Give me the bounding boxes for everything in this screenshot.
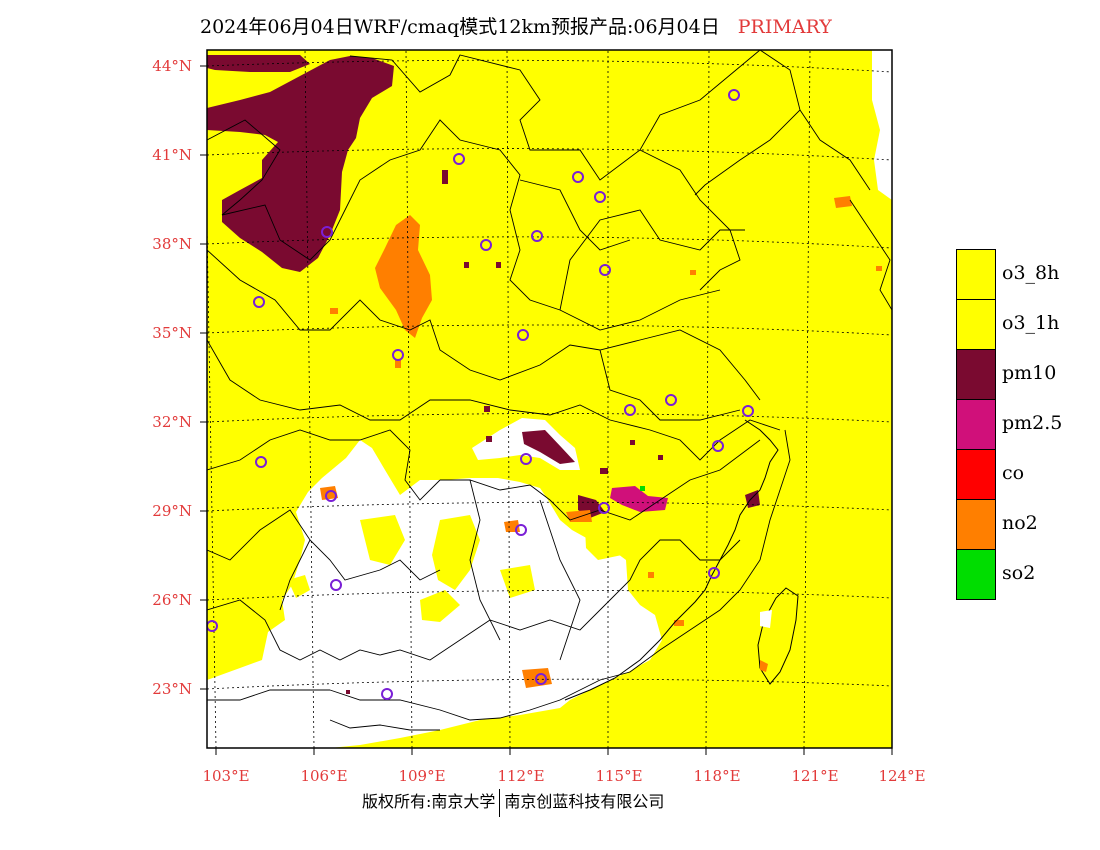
o3-island-5 (500, 565, 535, 598)
o3-island-6 (288, 575, 310, 598)
taiwan-white (760, 610, 772, 628)
lat-label-38: 38°N (152, 235, 192, 253)
lat-label-29: 29°N (152, 502, 192, 520)
pm10-area-north (207, 56, 394, 272)
lat-label-23: 23°N (152, 680, 192, 698)
o3-island-2 (360, 515, 405, 565)
lon-label-118: 118°E (693, 767, 740, 785)
taiwan-pm (760, 660, 768, 672)
pm10-area-north-2 (207, 55, 310, 72)
axis-ticks (200, 65, 893, 755)
scattered-pixels (330, 170, 882, 694)
coastline-east (564, 419, 779, 701)
copyright-left: 版权所有:南京大学 (362, 792, 496, 811)
legend-label: o3_1h (1002, 312, 1060, 334)
lon-label-121: 121°E (791, 767, 838, 785)
legend-item-pm10: pm10 (956, 349, 1086, 400)
legend-label: pm10 (1002, 362, 1057, 384)
o3-island-4 (420, 590, 460, 622)
legend-swatch (956, 299, 996, 350)
legend-label: no2 (1002, 512, 1038, 534)
legend-item-no2: no2 (956, 499, 1086, 550)
map-frame (206, 49, 893, 749)
title-main: 2024年06月04日WRF/cmaq模式12km预报产品:06月04日 (200, 16, 720, 38)
boundaries (207, 50, 892, 731)
legend-item-o3-8h: o3_8h (956, 249, 1086, 300)
pm10-area-fujian (745, 490, 760, 508)
legend-item-co: co (956, 449, 1086, 500)
o3-island-3 (585, 528, 622, 560)
lat-label-35: 35°N (152, 324, 192, 342)
copyright: 版权所有:南京大学 南京创蓝科技有限公司 (362, 788, 664, 818)
legend-label: o3_8h (1002, 262, 1060, 284)
lon-label-109: 109°E (398, 767, 445, 785)
legend-swatch (956, 249, 996, 300)
map-title: 2024年06月04日WRF/cmaq模式12km预报产品:06月04日 PRIM… (200, 12, 980, 40)
legend-item-so2: so2 (956, 549, 1086, 600)
no2-area-2 (320, 486, 338, 500)
longitude-gridlines (207, 50, 811, 748)
clean-area-east-coast (872, 50, 892, 200)
legend-label: co (1002, 462, 1025, 484)
no2-area-6 (834, 196, 852, 208)
latitude-gridlines (207, 59, 892, 690)
lon-label-106: 106°E (300, 767, 347, 785)
copyright-separator (499, 788, 501, 817)
lat-label-32: 32°N (152, 413, 192, 431)
title-tag: PRIMARY (737, 16, 832, 38)
lon-label-112: 112°E (497, 767, 544, 785)
lat-label-41: 41°N (152, 146, 192, 164)
pm25-area (610, 486, 668, 512)
legend: o3_8h o3_1h pm10 pm2.5 co no2 so2 (956, 249, 1086, 601)
legend-label: pm2.5 (1002, 412, 1063, 434)
lon-label-124: 124°E (878, 767, 925, 785)
lat-label-26: 26°N (152, 591, 192, 609)
legend-swatch (956, 349, 996, 400)
legend-swatch (956, 549, 996, 600)
lat-label-44: 44°N (152, 57, 192, 75)
no2-area-shanxi (375, 215, 432, 338)
legend-item-pm25: pm2.5 (956, 399, 1086, 450)
legend-swatch (956, 399, 996, 450)
copyright-right: 南京创蓝科技有限公司 (504, 792, 665, 811)
lon-label-103: 103°E (202, 767, 249, 785)
legend-item-o3-1h: o3_1h (956, 299, 1086, 350)
city-markers (207, 89, 754, 700)
o3-island-1 (432, 515, 480, 590)
pm10-area-hubei (522, 430, 575, 464)
legend-swatch (956, 449, 996, 500)
legend-swatch (956, 499, 996, 550)
legend-label: so2 (1002, 562, 1036, 584)
lon-label-115: 115°E (595, 767, 642, 785)
